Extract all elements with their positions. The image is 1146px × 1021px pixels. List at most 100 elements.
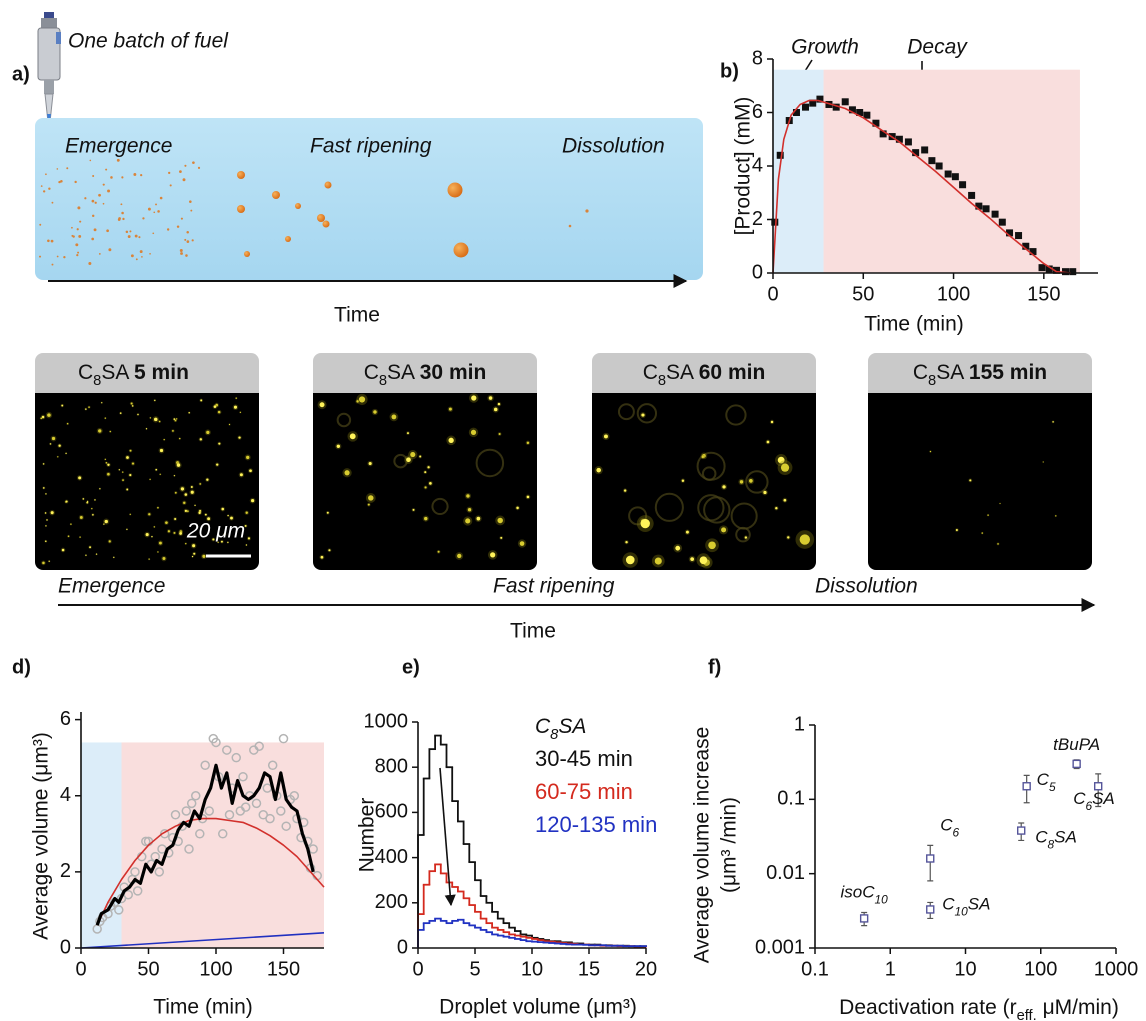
- point: [872, 119, 880, 127]
- speck: [39, 255, 42, 258]
- speck: [66, 167, 69, 170]
- droplet: [149, 417, 151, 419]
- droplet: [216, 463, 219, 466]
- point: [968, 191, 976, 199]
- droplet: [202, 554, 206, 558]
- droplet: [493, 407, 498, 412]
- droplet: [603, 434, 608, 439]
- speck: [135, 258, 138, 261]
- droplet: [217, 541, 219, 543]
- droplet: [770, 420, 774, 424]
- droplet: [1055, 515, 1057, 517]
- speck: [147, 207, 151, 211]
- y-tick-label: 0: [752, 261, 763, 283]
- legend-entry: 60-75 min: [535, 779, 633, 804]
- y-tick-label: 2: [752, 208, 763, 230]
- point: [959, 181, 967, 189]
- axis-label: Time: [334, 304, 380, 327]
- point-label: tBuPA: [1053, 735, 1100, 754]
- droplet: [126, 488, 129, 491]
- droplet: [151, 536, 153, 538]
- speck: [79, 220, 82, 223]
- droplet: [130, 402, 133, 405]
- y-axis-label: Average volume (μm³): [30, 732, 53, 940]
- speck: [76, 228, 79, 231]
- droplet: [122, 471, 124, 473]
- speck: [47, 239, 50, 243]
- legend-entry: 120-135 min: [535, 812, 657, 837]
- legend-title: C8SA: [535, 715, 586, 743]
- x-axis-label: Time (min): [864, 313, 964, 336]
- chart: f)0.1 1 10 100 10000.0010.010.11isoC10C6C10S…: [708, 656, 1138, 980]
- speck: [45, 173, 47, 176]
- droplet: [157, 506, 159, 509]
- x-tick-label: 20: [635, 958, 657, 980]
- speck: [168, 171, 171, 175]
- droplet: [46, 519, 48, 521]
- speck: [134, 234, 138, 238]
- droplet: [239, 411, 241, 413]
- speck: [121, 211, 124, 215]
- line: [772, 99, 1071, 274]
- speck: [84, 197, 87, 200]
- speck: [91, 199, 95, 203]
- point: [159, 829, 170, 839]
- point: [278, 733, 289, 744]
- droplet: [126, 456, 129, 459]
- text-run: tBuPA: [1053, 735, 1100, 754]
- subscript: 8: [550, 727, 559, 743]
- droplet: [427, 466, 430, 469]
- point: [114, 905, 124, 915]
- droplet: [406, 457, 411, 463]
- halo: [725, 404, 747, 426]
- droplet: [227, 541, 229, 544]
- droplet: [129, 449, 132, 452]
- halo: [431, 497, 449, 516]
- halo: [703, 496, 731, 524]
- subscript: eff.: [1017, 1008, 1037, 1021]
- droplet: [235, 397, 237, 399]
- droplet: [675, 545, 681, 551]
- annotation-arrow: [439, 767, 456, 907]
- point: [289, 790, 300, 801]
- point: [281, 821, 291, 831]
- droplet: [188, 412, 190, 414]
- droplet: [94, 499, 96, 501]
- droplet: [596, 467, 601, 473]
- droplet: [681, 479, 685, 482]
- droplet: [406, 432, 409, 435]
- droplet: [153, 526, 155, 528]
- text-run: C: [1037, 771, 1050, 790]
- droplet: [174, 517, 177, 521]
- point: [951, 173, 959, 181]
- speck: [105, 168, 108, 171]
- point: [204, 806, 214, 816]
- droplet: [763, 490, 767, 495]
- speck: [91, 237, 95, 241]
- droplet: [448, 407, 452, 411]
- droplet: [89, 546, 91, 549]
- droplet: [204, 513, 207, 516]
- droplet: [349, 433, 356, 440]
- speck: [125, 230, 129, 234]
- speck: [102, 183, 105, 186]
- droplet: [780, 463, 790, 472]
- text-run: C: [364, 361, 379, 384]
- droplet: [44, 512, 47, 514]
- droplet: [336, 444, 341, 449]
- panel-label: e): [402, 656, 420, 678]
- micrograph: [35, 393, 259, 570]
- y-tick-label: 0: [60, 936, 71, 958]
- droplet: [48, 560, 50, 562]
- droplet: [47, 413, 51, 417]
- speck: [98, 193, 101, 197]
- droplet: [488, 396, 493, 400]
- point: [895, 135, 903, 143]
- droplet: [199, 438, 203, 441]
- droplet: [98, 429, 102, 433]
- time: 155 min: [969, 361, 1047, 384]
- stage-label: Emergence: [58, 575, 165, 598]
- speck: [127, 235, 131, 238]
- speck: [94, 201, 97, 204]
- reaction-box: [35, 118, 703, 280]
